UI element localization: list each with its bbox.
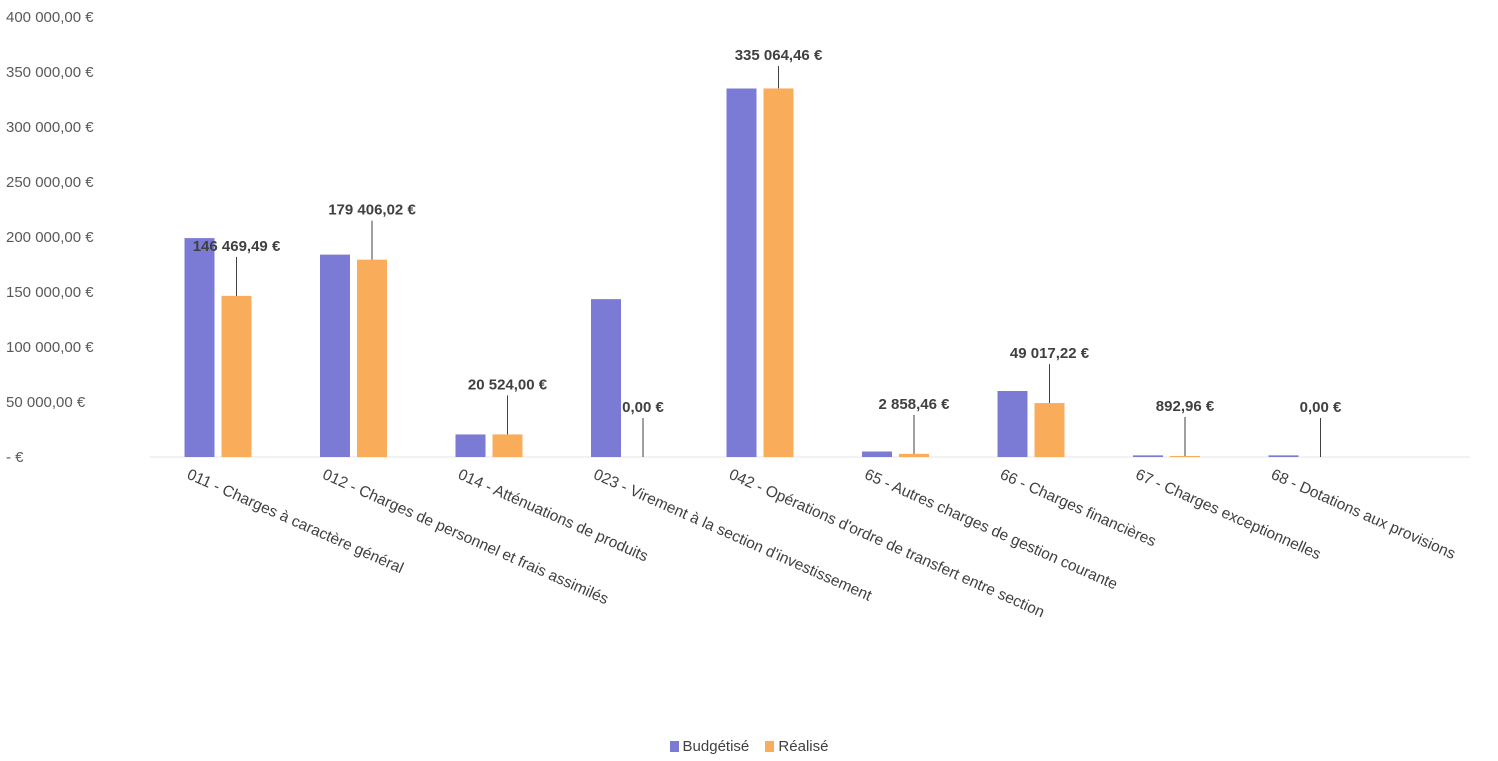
bar-realise	[221, 295, 252, 457]
y-tick-label: 300 000,00 €	[6, 119, 94, 136]
legend-swatch-budgetise	[669, 741, 679, 752]
y-tick-label: 250 000,00 €	[6, 174, 94, 191]
data-label-realise: 892,96 €	[1156, 398, 1215, 415]
y-tick-label: 100 000,00 €	[6, 339, 94, 356]
legend: Budgétisé Réalisé	[0, 738, 1498, 756]
data-label-realise: 20 524,00 €	[468, 376, 548, 393]
bar-budgetise	[1133, 455, 1163, 457]
legend-item-budgetise: Budgétisé	[669, 738, 750, 755]
legend-label-budgetise: Budgétisé	[682, 738, 750, 755]
bar-realise	[899, 453, 929, 457]
bar-budgetise	[455, 434, 486, 457]
y-tick-label: 50 000,00 €	[6, 394, 86, 411]
y-tick-label: 400 000,00 €	[6, 9, 94, 26]
bar-realise	[1034, 403, 1065, 457]
y-tick-label: 200 000,00 €	[6, 229, 94, 246]
x-tick-label: 011 - Charges à caractère général	[184, 466, 406, 577]
legend-swatch-realise	[765, 741, 775, 752]
legend-label-realise: Réalisé	[778, 738, 829, 755]
y-tick-label: - €	[6, 449, 24, 466]
y-tick-label: 150 000,00 €	[6, 284, 94, 301]
data-label-realise: 0,00 €	[622, 399, 664, 416]
x-tick-label: 65 - Autres charges de gestion courante	[862, 466, 1120, 593]
y-tick-label: 350 000,00 €	[6, 64, 94, 81]
data-label-realise: 146 469,49 €	[193, 238, 281, 255]
bar-budgetise	[726, 88, 757, 457]
bar-realise	[357, 259, 387, 457]
bar-budgetise	[997, 391, 1028, 457]
x-tick-label: 023 - Virement à la section d'investisse…	[591, 466, 875, 605]
bar-chart: 400 000,00 € 350 000,00 € 300 000,00 € 250 …	[6, 9, 1470, 621]
data-label-realise: 0,00 €	[1300, 399, 1342, 416]
bar-realise	[763, 88, 794, 458]
legend-item-realise: Réalisé	[765, 738, 828, 755]
bar-budgetise	[591, 299, 621, 457]
bar-budgetise	[184, 238, 215, 457]
data-label-realise: 49 017,22 €	[1010, 345, 1090, 362]
data-label-realise: 2 858,46 €	[879, 396, 951, 413]
data-label-realise: 335 064,46 €	[735, 47, 823, 64]
bar-realise	[492, 434, 523, 457]
bar-realise	[1170, 456, 1200, 457]
bar-budgetise	[1268, 455, 1299, 457]
x-tick-label: 012 - Charges de personnel et frais assi…	[320, 466, 611, 608]
bar-budgetise	[862, 451, 892, 457]
bar-budgetise	[320, 254, 350, 457]
data-label-realise: 179 406,02 €	[328, 202, 416, 219]
